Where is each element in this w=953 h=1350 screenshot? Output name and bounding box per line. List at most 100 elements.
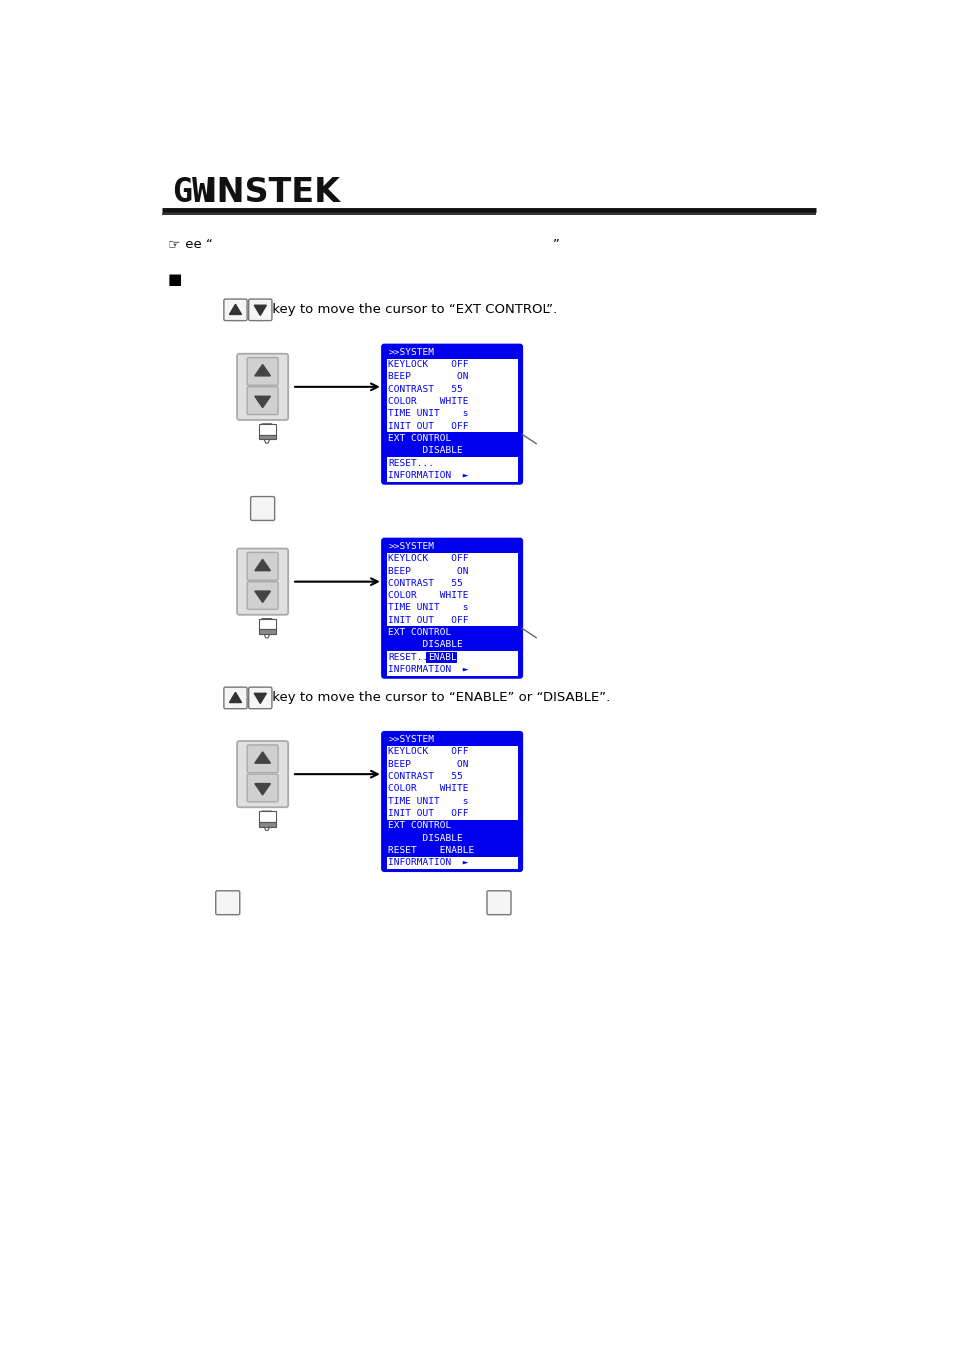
Text: key to move the cursor to “ENABLE” or “DISABLE”.: key to move the cursor to “ENABLE” or “D… bbox=[268, 691, 610, 705]
Text: COLOR    WHITE: COLOR WHITE bbox=[388, 591, 468, 601]
FancyBboxPatch shape bbox=[386, 359, 517, 371]
Polygon shape bbox=[254, 752, 270, 763]
Text: EXT CONTROL: EXT CONTROL bbox=[388, 821, 451, 830]
FancyBboxPatch shape bbox=[386, 371, 517, 383]
FancyBboxPatch shape bbox=[251, 497, 274, 521]
Text: COLOR    WHITE: COLOR WHITE bbox=[388, 784, 468, 794]
Polygon shape bbox=[261, 811, 272, 830]
FancyBboxPatch shape bbox=[386, 856, 517, 869]
Text: INIT OUT   OFF: INIT OUT OFF bbox=[388, 809, 468, 818]
Polygon shape bbox=[258, 629, 275, 634]
Text: CONTRAST   55: CONTRAST 55 bbox=[388, 772, 462, 782]
FancyBboxPatch shape bbox=[386, 795, 517, 807]
Text: TIME UNIT    s: TIME UNIT s bbox=[388, 796, 468, 806]
FancyBboxPatch shape bbox=[386, 832, 517, 844]
Polygon shape bbox=[254, 783, 270, 795]
FancyBboxPatch shape bbox=[382, 732, 521, 871]
FancyBboxPatch shape bbox=[247, 387, 278, 414]
FancyBboxPatch shape bbox=[386, 844, 517, 856]
Text: CONTRAST   55: CONTRAST 55 bbox=[388, 579, 462, 587]
Text: KEYLOCK    OFF: KEYLOCK OFF bbox=[388, 360, 468, 369]
Text: KEYLOCK    OFF: KEYLOCK OFF bbox=[388, 555, 468, 563]
Text: TIME UNIT    s: TIME UNIT s bbox=[388, 409, 468, 418]
Polygon shape bbox=[254, 305, 266, 316]
Polygon shape bbox=[261, 424, 272, 443]
Text: BEEP        ON: BEEP ON bbox=[388, 567, 468, 575]
Text: INFORMATION  ►: INFORMATION ► bbox=[388, 859, 468, 867]
FancyBboxPatch shape bbox=[247, 745, 278, 772]
FancyBboxPatch shape bbox=[249, 687, 272, 709]
Polygon shape bbox=[258, 822, 275, 826]
Text: INIT OUT   OFF: INIT OUT OFF bbox=[388, 616, 468, 625]
FancyBboxPatch shape bbox=[386, 614, 517, 626]
FancyBboxPatch shape bbox=[386, 626, 517, 639]
FancyBboxPatch shape bbox=[386, 602, 517, 614]
Text: ”: ” bbox=[553, 238, 559, 251]
Text: ee “: ee “ bbox=[181, 238, 213, 251]
FancyBboxPatch shape bbox=[224, 687, 247, 709]
Polygon shape bbox=[254, 559, 270, 571]
FancyBboxPatch shape bbox=[236, 548, 288, 614]
FancyBboxPatch shape bbox=[386, 745, 517, 759]
Polygon shape bbox=[254, 591, 270, 602]
FancyBboxPatch shape bbox=[386, 578, 517, 590]
Text: RESET    ENABLE: RESET ENABLE bbox=[388, 846, 474, 855]
FancyBboxPatch shape bbox=[386, 408, 517, 420]
Polygon shape bbox=[258, 424, 275, 435]
Text: BEEP        ON: BEEP ON bbox=[388, 760, 468, 768]
FancyBboxPatch shape bbox=[382, 344, 521, 483]
FancyBboxPatch shape bbox=[247, 552, 278, 580]
FancyBboxPatch shape bbox=[386, 444, 517, 456]
Text: EXT CONTROL: EXT CONTROL bbox=[388, 433, 451, 443]
FancyBboxPatch shape bbox=[386, 783, 517, 795]
Polygon shape bbox=[230, 693, 241, 702]
FancyBboxPatch shape bbox=[386, 807, 517, 819]
Polygon shape bbox=[258, 435, 275, 439]
Text: DISABLE: DISABLE bbox=[388, 833, 462, 842]
Text: >>SYSTEM: >>SYSTEM bbox=[388, 348, 434, 358]
FancyBboxPatch shape bbox=[386, 759, 517, 771]
Text: BEEP        ON: BEEP ON bbox=[388, 373, 468, 382]
FancyBboxPatch shape bbox=[386, 420, 517, 432]
FancyBboxPatch shape bbox=[386, 383, 517, 396]
FancyBboxPatch shape bbox=[386, 771, 517, 783]
Text: >>SYSTEM: >>SYSTEM bbox=[388, 543, 434, 551]
FancyBboxPatch shape bbox=[386, 470, 517, 482]
Text: key to move the cursor to “EXT CONTROL”.: key to move the cursor to “EXT CONTROL”. bbox=[268, 304, 557, 316]
FancyBboxPatch shape bbox=[386, 651, 517, 663]
FancyBboxPatch shape bbox=[386, 432, 517, 444]
Text: GW: GW bbox=[172, 177, 212, 209]
FancyBboxPatch shape bbox=[386, 819, 517, 832]
FancyBboxPatch shape bbox=[247, 358, 278, 385]
FancyBboxPatch shape bbox=[249, 300, 272, 320]
FancyBboxPatch shape bbox=[386, 456, 517, 470]
FancyBboxPatch shape bbox=[247, 582, 278, 609]
Text: DISABLE: DISABLE bbox=[388, 447, 462, 455]
FancyBboxPatch shape bbox=[224, 300, 247, 320]
Text: ■: ■ bbox=[167, 271, 181, 286]
Text: DISABLE: DISABLE bbox=[388, 640, 462, 649]
Text: EXT CONTROL: EXT CONTROL bbox=[388, 628, 451, 637]
Text: ☞: ☞ bbox=[167, 238, 179, 251]
Text: INFORMATION  ►: INFORMATION ► bbox=[388, 471, 468, 479]
FancyBboxPatch shape bbox=[386, 564, 517, 578]
Polygon shape bbox=[254, 694, 266, 703]
Text: ENABLE: ENABLE bbox=[427, 652, 461, 662]
Text: INSTEK: INSTEK bbox=[204, 177, 340, 209]
Polygon shape bbox=[258, 618, 275, 629]
Text: >>SYSTEM: >>SYSTEM bbox=[388, 736, 434, 744]
FancyBboxPatch shape bbox=[382, 539, 521, 678]
Text: TIME UNIT    s: TIME UNIT s bbox=[388, 603, 468, 613]
FancyBboxPatch shape bbox=[386, 552, 517, 564]
Text: RESET..: RESET.. bbox=[388, 652, 428, 662]
Polygon shape bbox=[254, 364, 270, 375]
FancyBboxPatch shape bbox=[236, 741, 288, 807]
FancyBboxPatch shape bbox=[386, 590, 517, 602]
Text: KEYLOCK    OFF: KEYLOCK OFF bbox=[388, 748, 468, 756]
Polygon shape bbox=[254, 397, 270, 408]
FancyBboxPatch shape bbox=[386, 396, 517, 408]
Polygon shape bbox=[258, 811, 275, 822]
FancyBboxPatch shape bbox=[486, 891, 511, 915]
FancyBboxPatch shape bbox=[215, 891, 239, 915]
Polygon shape bbox=[261, 618, 272, 637]
